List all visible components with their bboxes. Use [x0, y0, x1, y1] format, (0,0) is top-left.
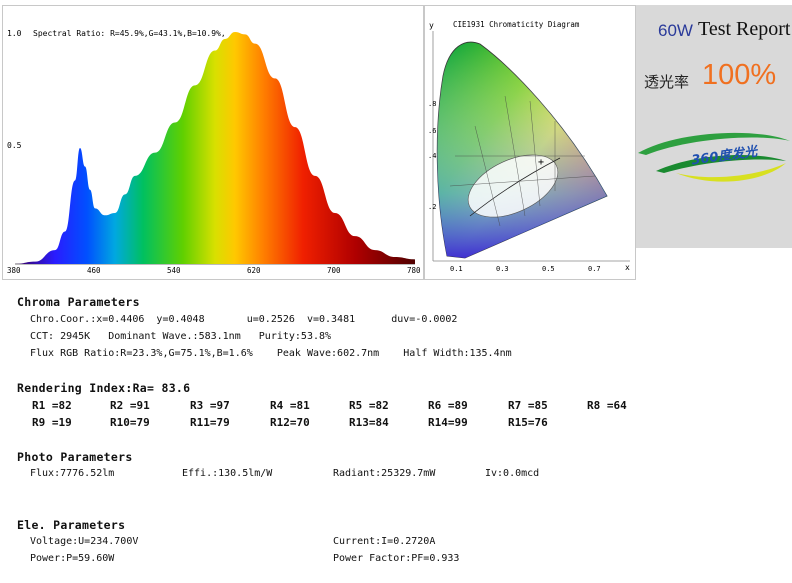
ele-section-title: Ele. Parameters — [17, 518, 126, 532]
cie-y-tick: .6 — [428, 127, 436, 135]
x-tick-label: 540 — [167, 266, 181, 275]
flux-value: Flux:7776.52lm — [30, 468, 115, 479]
x-tick-label: 620 — [247, 266, 261, 275]
cct-dominant-purity: CCT: 2945K Dominant Wave.:583.1nm Purity… — [30, 331, 332, 342]
x-tick-label: 460 — [87, 266, 101, 275]
power-value: Power:P=59.60W — [30, 553, 115, 564]
current-value: Current:I=0.2720A — [333, 536, 436, 547]
spectrum-title: Spectral Ratio: R=45.9%,G=43.1%,B=10.9%, — [33, 29, 226, 38]
r-value: R9 =19 — [32, 416, 72, 429]
iv-value: Iv:0.0mcd — [485, 468, 540, 479]
r-value: R1 =82 — [32, 399, 72, 412]
power-factor-value: Power Factor:PF=0.933 — [333, 553, 460, 564]
r-value: R13=84 — [349, 416, 389, 429]
spectrum-area — [15, 32, 415, 264]
planckian-locus — [469, 157, 561, 217]
spectrum-chart-panel: Spectral Ratio: R=45.9%,G=43.1%,B=10.9%,… — [2, 5, 424, 280]
isotemperature-lines — [449, 95, 596, 227]
logo-swoosh-icon — [638, 132, 790, 182]
cie-y-axis-label: y — [429, 21, 434, 30]
r-value: R7 =85 — [508, 399, 548, 412]
flux-rgb-ratio: Flux RGB Ratio:R=23.3%,G=75.1%,B=1.6% Pe… — [30, 348, 512, 359]
efficacy-value: Effi.:130.5lm/W — [182, 468, 273, 479]
r-value: R10=79 — [110, 416, 150, 429]
r-value: R2 =91 — [110, 399, 150, 412]
r-value: R8 =64 — [587, 399, 627, 412]
chroma-section-title: Chroma Parameters — [17, 295, 140, 309]
test-report-badge: 60W Test Report 透光率 100% 360度发光 — [636, 5, 792, 248]
transmittance-label: 透光率 — [644, 73, 690, 91]
y-tick-label: 0.5 — [7, 141, 22, 150]
cie-x-tick: 0.3 — [496, 265, 509, 273]
x-tick-label: 380 — [7, 266, 21, 275]
r-value: R14=99 — [428, 416, 468, 429]
chroma-coordinates: Chro.Coor.:x=0.4406 y=0.4048 u=0.2526 v=… — [30, 314, 458, 325]
cie-x-tick: 0.7 — [588, 265, 601, 273]
r-value: R6 =89 — [428, 399, 468, 412]
r-value: R15=76 — [508, 416, 548, 429]
x-tick-label: 780 — [407, 266, 421, 275]
transmittance-value: 100% — [702, 59, 777, 91]
report-title: Test Report — [698, 18, 791, 40]
r-value: R12=70 — [270, 416, 310, 429]
cie-x-axis-label: x — [625, 263, 630, 272]
r-value: R3 =97 — [190, 399, 230, 412]
cie-y-tick: .2 — [428, 203, 436, 211]
photo-section-title: Photo Parameters — [17, 450, 133, 464]
voltage-value: Voltage:U=234.700V — [30, 536, 139, 547]
r-value: R5 =82 — [349, 399, 389, 412]
x-tick-label: 700 — [327, 266, 341, 275]
radiant-value: Radiant:25329.7mW — [333, 468, 436, 479]
chromaticity-point-marker: + — [538, 157, 544, 168]
y-tick-label: 1.0 — [7, 29, 22, 38]
cie-chromaticity-diagram: CIE1931 Chromaticity Diagram y x .8 .6 .… — [428, 20, 630, 273]
cie-x-tick: 0.1 — [450, 265, 463, 273]
power-label: 60W — [658, 21, 693, 40]
cie-y-tick: .8 — [428, 100, 436, 108]
spectrum-chart: Spectral Ratio: R=45.9%,G=43.1%,B=10.9%,… — [7, 29, 421, 275]
cie-gamut-overlay — [437, 42, 607, 258]
r-value: R4 =81 — [270, 399, 310, 412]
cie-x-tick: 0.5 — [542, 265, 555, 273]
cie-title: CIE1931 Chromaticity Diagram — [453, 20, 580, 29]
cie-diagram-panel: CIE1931 Chromaticity Diagram y x .8 .6 .… — [424, 5, 636, 280]
cie-y-tick: .4 — [428, 152, 436, 160]
r-value: R11=79 — [190, 416, 230, 429]
rendering-index-title: Rendering Index:Ra= 83.6 — [17, 381, 191, 395]
